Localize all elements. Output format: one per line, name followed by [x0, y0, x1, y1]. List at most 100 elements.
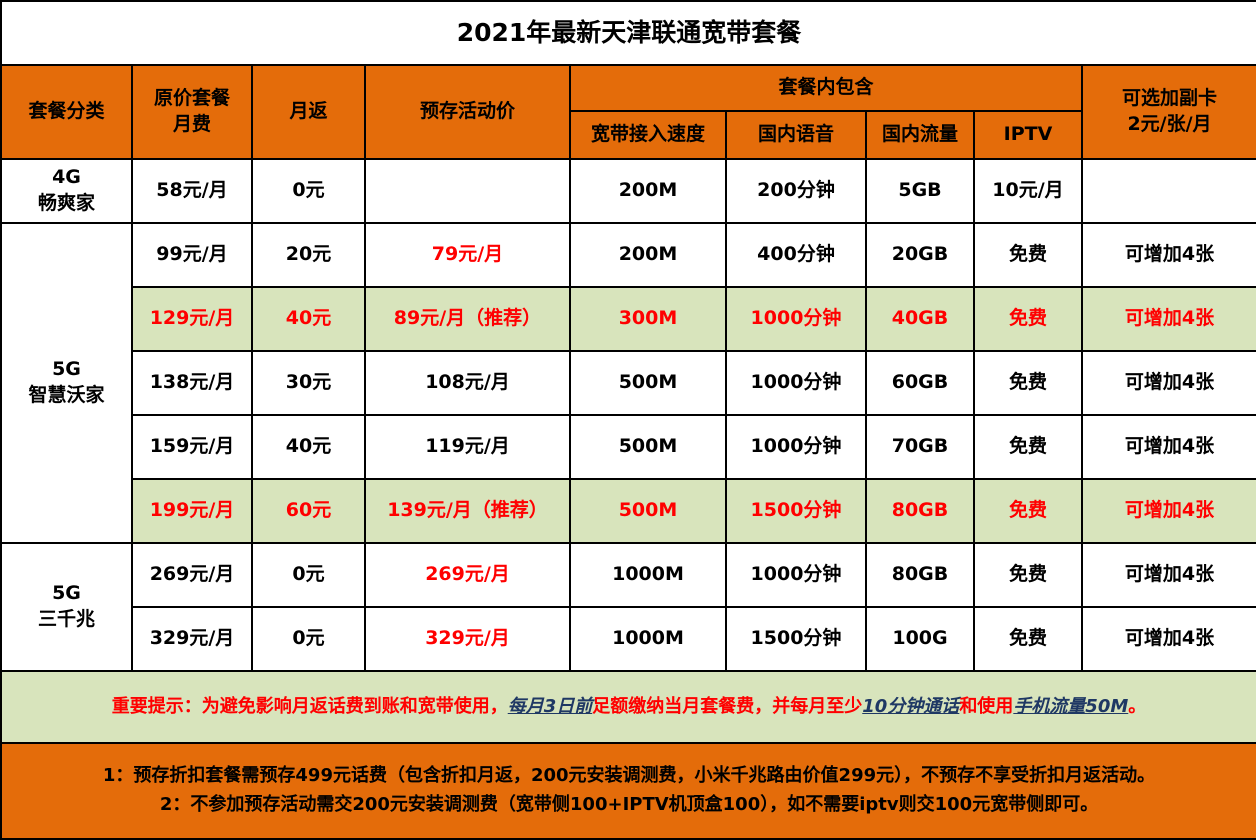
cell-rebate: 0元 — [251, 606, 366, 672]
category-4g-line2: 畅爽家 — [37, 192, 95, 214]
cell-iptv: 10元/月 — [973, 158, 1083, 224]
header-original-price-line2: 月费 — [172, 113, 211, 135]
cell-data: 20GB — [865, 222, 975, 288]
cell-voice: 200分钟 — [725, 158, 867, 224]
category-5g-smart-line1: 5G — [52, 358, 81, 381]
header-prestore-price: 预存活动价 — [364, 64, 571, 160]
header-voice: 国内语音 — [725, 110, 867, 160]
category-4g-line1: 4G — [52, 166, 81, 189]
cell-price: 199元/月 — [131, 478, 253, 544]
cell-rebate: 40元 — [251, 286, 366, 352]
cell-extra: 可增加4张 — [1080, 606, 1256, 672]
table-row: 329元/月 0元 329元/月 1000M 1500分钟 100G 免费 可增… — [1, 606, 1256, 672]
cell-price: 329元/月 — [131, 606, 253, 672]
table-row: 4G 畅爽家 58元/月 0元 200M 200分钟 5GB 10元/月 — [0, 158, 1256, 224]
cell-data: 40GB — [865, 286, 975, 352]
cell-data: 5GB — [865, 158, 975, 224]
cell-speed: 500M — [569, 350, 727, 416]
footer-note-1: 1：预存折扣套餐需预存499元话费（包含折扣月返，200元安装调测费，小米千兆路… — [102, 765, 1156, 787]
category-5g-gigabit-line2: 三千兆 — [37, 608, 95, 630]
category-5g-smart-line2: 智慧沃家 — [28, 384, 105, 406]
page-title: 2021年最新天津联通宽带套餐 — [0, 0, 1256, 66]
header-iptv: IPTV — [973, 110, 1083, 160]
cell-iptv: 免费 — [973, 286, 1083, 352]
cell-speed: 300M — [569, 286, 727, 352]
notice-deadline: 每月3日前 — [507, 695, 593, 717]
cell-rebate: 0元 — [251, 542, 366, 608]
cell-extra: 可增加4张 — [1080, 350, 1256, 416]
cell-voice: 1500分钟 — [725, 606, 867, 672]
cell-voice: 1000分钟 — [725, 350, 867, 416]
cell-extra: 可增加4张 — [1080, 414, 1256, 480]
cell-extra: 可增加4张 — [1080, 222, 1256, 288]
notice-text: 重要提示：为避免影响月返话费到账和宽带使用， — [111, 695, 508, 717]
cell-price: 129元/月 — [131, 286, 253, 352]
cell-price: 58元/月 — [131, 158, 253, 224]
cell-promo: 108元/月 — [364, 350, 571, 416]
table-row-recommended: 129元/月 40元 89元/月（推荐） 300M 1000分钟 40GB 免费… — [1, 286, 1256, 352]
notice-text: 足额缴纳当月套餐费，并每月至少 — [592, 695, 863, 717]
header-included: 套餐内包含 — [569, 64, 1083, 112]
cell-iptv: 免费 — [973, 606, 1083, 672]
cell-iptv: 免费 — [973, 414, 1083, 480]
header-original-price-line1: 原价套餐 — [153, 87, 230, 110]
cell-data: 100G — [865, 606, 975, 672]
table-row: 5G 智慧沃家 99元/月 20元 79元/月 200M 400分钟 20GB … — [0, 222, 1256, 544]
table-row: 5G 三千兆 269元/月 0元 269元/月 1000M 1000分钟 80G… — [0, 542, 1256, 672]
cell-promo: 89元/月（推荐） — [364, 286, 571, 352]
cell-rebate: 20元 — [251, 222, 366, 288]
notice-data-requirement: 手机流量50M — [1013, 695, 1129, 717]
cell-speed: 1000M — [569, 606, 727, 672]
category-5g-smart: 5G 智慧沃家 — [0, 222, 133, 544]
cell-rebate: 0元 — [251, 158, 366, 224]
cell-data: 70GB — [865, 414, 975, 480]
cell-promo: 139元/月（推荐） — [364, 478, 571, 544]
cell-speed: 200M — [569, 222, 727, 288]
notice-text: 。 — [1128, 695, 1147, 717]
category-5g-gigabit: 5G 三千兆 — [0, 542, 133, 672]
cell-speed: 200M — [569, 158, 727, 224]
cell-voice: 1000分钟 — [725, 542, 867, 608]
header-original-price: 原价套餐 月费 — [131, 64, 253, 160]
header-extra-card-line1: 可选加副卡 — [1122, 87, 1218, 110]
cell-price: 269元/月 — [131, 542, 253, 608]
cell-voice: 1000分钟 — [725, 414, 867, 480]
important-notice: 重要提示：为避免影响月返话费到账和宽带使用，每月3日前足额缴纳当月套餐费，并每月… — [0, 670, 1256, 744]
table-row: 138元/月 30元 108元/月 500M 1000分钟 60GB 免费 可增… — [1, 350, 1256, 416]
cell-iptv: 免费 — [973, 350, 1083, 416]
cell-rebate: 30元 — [251, 350, 366, 416]
cell-speed: 1000M — [569, 542, 727, 608]
cell-promo: 329元/月 — [364, 606, 571, 672]
header-category: 套餐分类 — [0, 64, 133, 160]
header-monthly-rebate: 月返 — [251, 64, 366, 160]
header-extra-card-line2: 2元/张/月 — [1127, 113, 1212, 135]
notice-text: 和使用 — [959, 695, 1014, 717]
cell-voice: 1000分钟 — [725, 286, 867, 352]
cell-voice: 1500分钟 — [725, 478, 867, 544]
cell-iptv: 免费 — [973, 542, 1083, 608]
table-row-recommended: 199元/月 60元 139元/月（推荐） 500M 1500分钟 80GB 免… — [1, 478, 1256, 544]
footer-notes: 1：预存折扣套餐需预存499元话费（包含折扣月返，200元安装调测费，小米千兆路… — [0, 742, 1256, 840]
cell-data: 80GB — [865, 478, 975, 544]
category-5g-gigabit-line1: 5G — [52, 582, 81, 605]
header-data: 国内流量 — [865, 110, 975, 160]
cell-extra — [1080, 158, 1256, 224]
cell-speed: 500M — [569, 414, 727, 480]
cell-promo: 119元/月 — [364, 414, 571, 480]
header-speed: 宽带接入速度 — [569, 110, 727, 160]
category-4g: 4G 畅爽家 — [0, 158, 133, 224]
cell-data: 60GB — [865, 350, 975, 416]
cell-iptv: 免费 — [973, 222, 1083, 288]
table-row: 159元/月 40元 119元/月 500M 1000分钟 70GB 免费 可增… — [1, 414, 1256, 480]
header-extra-card: 可选加副卡 2元/张/月 — [1080, 64, 1256, 160]
footer-note-2: 2：不参加预存活动需交200元安装调测费（宽带侧100+IPTV机顶盒100），… — [159, 794, 1099, 815]
cell-extra: 可增加4张 — [1080, 478, 1256, 544]
cell-price: 138元/月 — [131, 350, 253, 416]
cell-extra: 可增加4张 — [1080, 286, 1256, 352]
cell-promo: 79元/月 — [364, 222, 571, 288]
cell-data: 80GB — [865, 542, 975, 608]
cell-iptv: 免费 — [973, 478, 1083, 544]
cell-promo — [364, 158, 571, 224]
cell-promo: 269元/月 — [364, 542, 571, 608]
